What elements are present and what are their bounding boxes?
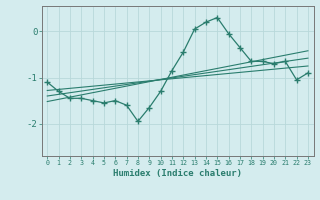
X-axis label: Humidex (Indice chaleur): Humidex (Indice chaleur) xyxy=(113,169,242,178)
